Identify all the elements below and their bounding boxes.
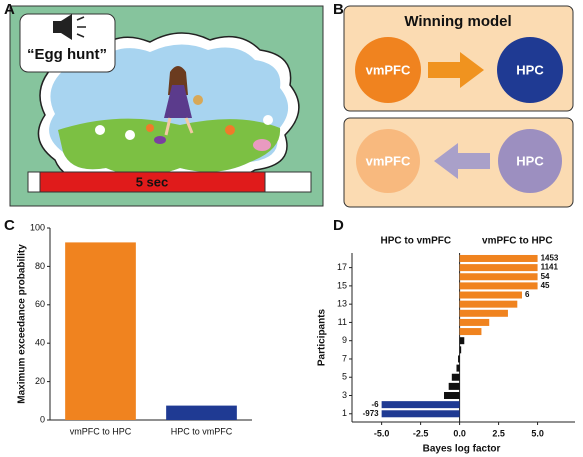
bar-annotation: 1141 xyxy=(541,263,559,272)
sound-waves xyxy=(76,16,86,38)
x-tick-label: 0.0 xyxy=(453,428,466,438)
y-tick-label: 7 xyxy=(342,353,347,363)
node-label: HPC xyxy=(516,153,544,168)
egg xyxy=(154,136,166,144)
x-tick-label: vmPFC to HPC xyxy=(70,426,132,436)
leg xyxy=(184,117,194,134)
egg xyxy=(253,139,271,151)
y-tick-label: 100 xyxy=(30,222,45,232)
cue-box xyxy=(19,13,116,73)
x-tick-label: -5.0 xyxy=(374,428,390,438)
basket xyxy=(193,95,203,105)
y-tick-label: 20 xyxy=(35,376,45,386)
y-axis-label: Maximum exceedance probability xyxy=(17,244,28,404)
speaker-cone xyxy=(61,14,72,40)
bar xyxy=(448,382,460,390)
timer-bar xyxy=(39,171,266,193)
bar-annotation: 54 xyxy=(541,272,550,281)
cue-text: “Egg hunt” xyxy=(27,46,107,63)
node-label: vmPFC xyxy=(366,62,411,77)
bar xyxy=(381,401,460,409)
header: vmPFC to HPC xyxy=(482,236,553,247)
node-label: HPC xyxy=(516,62,544,77)
y-tick-label: 80 xyxy=(35,261,45,271)
leg xyxy=(164,117,172,136)
bar xyxy=(459,328,482,336)
y-tick-label: 13 xyxy=(337,299,347,309)
bar-annotation: 1453 xyxy=(541,254,559,263)
bar-annotation: 45 xyxy=(541,281,550,290)
flower xyxy=(146,124,154,132)
y-tick-label: 17 xyxy=(337,262,347,272)
x-tick-label: 2.5 xyxy=(492,428,505,438)
y-axis-label: Participants xyxy=(317,308,328,366)
bar-annotation: -6 xyxy=(372,400,380,409)
node xyxy=(356,129,420,193)
meadow xyxy=(58,118,281,176)
panel-label: D xyxy=(333,217,344,234)
node xyxy=(498,129,562,193)
bar xyxy=(459,254,538,262)
bar xyxy=(459,264,538,272)
arrow xyxy=(428,52,484,88)
y-tick-label: 1 xyxy=(342,408,347,418)
speaker xyxy=(53,21,61,33)
bar xyxy=(458,355,460,363)
node xyxy=(497,37,563,103)
x-axis-label: Bayes log factor xyxy=(423,444,501,455)
model-title: Winning model xyxy=(404,13,511,30)
node-label: vmPFC xyxy=(366,153,411,168)
bar xyxy=(459,318,490,326)
y-tick-label: 5 xyxy=(342,372,347,382)
bar xyxy=(459,309,508,317)
girl-dress xyxy=(164,85,192,118)
panel-label: B xyxy=(333,1,344,18)
bar-annotation: -973 xyxy=(363,409,380,418)
y-tick-label: 11 xyxy=(338,317,347,327)
y-tick-label: 60 xyxy=(35,299,45,309)
x-tick-label: HPC to vmPFC xyxy=(171,426,233,436)
bar xyxy=(166,405,237,420)
bar xyxy=(381,410,460,418)
flower xyxy=(263,115,273,125)
panel-label: C xyxy=(4,217,15,234)
y-tick-label: 9 xyxy=(342,335,347,345)
y-tick-label: 3 xyxy=(342,390,347,400)
x-tick-label: -2.5 xyxy=(413,428,429,438)
bar xyxy=(65,242,136,420)
bar xyxy=(456,364,460,372)
arrow xyxy=(434,143,490,179)
x-tick-label: 5.0 xyxy=(531,428,544,438)
header: HPC to vmPFC xyxy=(381,236,452,247)
panel-label: A xyxy=(4,1,15,18)
bar xyxy=(459,273,538,281)
flower xyxy=(125,130,135,140)
y-tick-label: 40 xyxy=(35,338,45,348)
bar xyxy=(444,392,460,400)
timer-text: 5 sec xyxy=(136,174,169,189)
bar xyxy=(459,291,522,299)
node xyxy=(355,37,421,103)
bar xyxy=(459,337,465,345)
bar xyxy=(459,300,518,308)
y-tick-label: 0 xyxy=(40,414,45,424)
bar-annotation: 6 xyxy=(525,290,530,299)
bar xyxy=(459,282,538,290)
bar xyxy=(451,373,460,381)
flower xyxy=(225,125,235,135)
flower xyxy=(95,125,105,135)
y-tick-label: 15 xyxy=(337,280,347,290)
bar xyxy=(459,346,462,354)
